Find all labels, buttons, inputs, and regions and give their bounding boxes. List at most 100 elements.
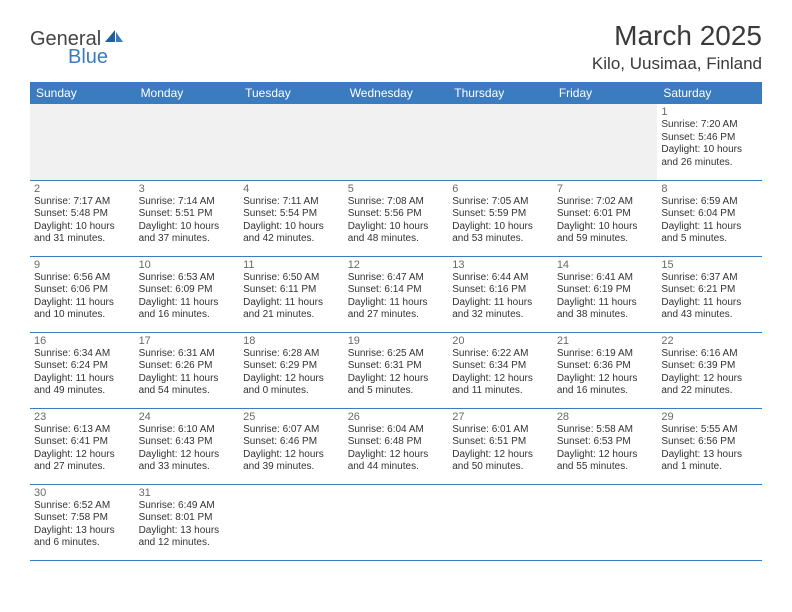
day-number: 1 — [661, 106, 758, 118]
day-d1: Daylight: 12 hours — [139, 449, 236, 462]
week-row: 23Sunrise: 6:13 AMSunset: 6:41 PMDayligh… — [30, 408, 762, 484]
day-ss: Sunset: 6:53 PM — [557, 436, 654, 449]
day-number: 25 — [243, 411, 340, 423]
day-d2: and 27 minutes. — [34, 461, 131, 474]
day-cell: 30Sunrise: 6:52 AMSunset: 7:58 PMDayligh… — [30, 484, 135, 560]
day-sr: Sunrise: 6:25 AM — [348, 348, 445, 361]
day-ss: Sunset: 6:19 PM — [557, 284, 654, 297]
day-d1: Daylight: 11 hours — [139, 373, 236, 386]
day-number: 3 — [139, 183, 236, 195]
day-d1: Daylight: 12 hours — [34, 449, 131, 462]
calendar-body: 1Sunrise: 7:20 AMSunset: 5:46 PMDaylight… — [30, 104, 762, 560]
day-ss: Sunset: 7:58 PM — [34, 512, 131, 525]
day-d1: Daylight: 10 hours — [243, 221, 340, 234]
day-d1: Daylight: 10 hours — [348, 221, 445, 234]
day-cell: 29Sunrise: 5:55 AMSunset: 6:56 PMDayligh… — [657, 408, 762, 484]
day-sr: Sunrise: 6:31 AM — [139, 348, 236, 361]
day-d2: and 16 minutes. — [139, 309, 236, 322]
day-number: 28 — [557, 411, 654, 423]
day-d2: and 1 minute. — [661, 461, 758, 474]
day-number: 26 — [348, 411, 445, 423]
day-cell: 11Sunrise: 6:50 AMSunset: 6:11 PMDayligh… — [239, 256, 344, 332]
day-number: 31 — [139, 487, 236, 499]
day-d2: and 44 minutes. — [348, 461, 445, 474]
day-cell: 24Sunrise: 6:10 AMSunset: 6:43 PMDayligh… — [135, 408, 240, 484]
day-d1: Daylight: 11 hours — [34, 297, 131, 310]
location: Kilo, Uusimaa, Finland — [592, 54, 762, 74]
day-ss: Sunset: 6:51 PM — [452, 436, 549, 449]
day-sr: Sunrise: 7:11 AM — [243, 196, 340, 209]
day-d1: Daylight: 10 hours — [661, 144, 758, 157]
day-cell — [135, 104, 240, 180]
month-title: March 2025 — [592, 20, 762, 52]
day-d1: Daylight: 12 hours — [661, 373, 758, 386]
day-sr: Sunrise: 6:37 AM — [661, 272, 758, 285]
day-number: 13 — [452, 259, 549, 271]
day-cell: 19Sunrise: 6:25 AMSunset: 6:31 PMDayligh… — [344, 332, 449, 408]
col-sunday: Sunday — [30, 82, 135, 104]
day-number: 4 — [243, 183, 340, 195]
day-number: 30 — [34, 487, 131, 499]
day-d1: Daylight: 12 hours — [243, 373, 340, 386]
day-d1: Daylight: 12 hours — [452, 449, 549, 462]
day-number: 15 — [661, 259, 758, 271]
day-cell — [553, 484, 658, 560]
day-cell: 7Sunrise: 7:02 AMSunset: 6:01 PMDaylight… — [553, 180, 658, 256]
day-cell: 5Sunrise: 7:08 AMSunset: 5:56 PMDaylight… — [344, 180, 449, 256]
day-number: 7 — [557, 183, 654, 195]
day-d1: Daylight: 13 hours — [139, 525, 236, 538]
day-header-row: Sunday Monday Tuesday Wednesday Thursday… — [30, 82, 762, 104]
day-cell — [553, 104, 658, 180]
day-d2: and 43 minutes. — [661, 309, 758, 322]
col-saturday: Saturday — [657, 82, 762, 104]
day-cell: 16Sunrise: 6:34 AMSunset: 6:24 PMDayligh… — [30, 332, 135, 408]
day-cell: 12Sunrise: 6:47 AMSunset: 6:14 PMDayligh… — [344, 256, 449, 332]
day-number: 6 — [452, 183, 549, 195]
day-cell: 17Sunrise: 6:31 AMSunset: 6:26 PMDayligh… — [135, 332, 240, 408]
day-cell — [448, 484, 553, 560]
day-ss: Sunset: 6:46 PM — [243, 436, 340, 449]
day-cell: 8Sunrise: 6:59 AMSunset: 6:04 PMDaylight… — [657, 180, 762, 256]
day-cell — [344, 484, 449, 560]
day-d2: and 55 minutes. — [557, 461, 654, 474]
day-cell: 2Sunrise: 7:17 AMSunset: 5:48 PMDaylight… — [30, 180, 135, 256]
day-cell: 3Sunrise: 7:14 AMSunset: 5:51 PMDaylight… — [135, 180, 240, 256]
day-number: 16 — [34, 335, 131, 347]
day-ss: Sunset: 6:21 PM — [661, 284, 758, 297]
day-sr: Sunrise: 6:50 AM — [243, 272, 340, 285]
day-ss: Sunset: 6:01 PM — [557, 208, 654, 221]
day-number: 5 — [348, 183, 445, 195]
day-d2: and 32 minutes. — [452, 309, 549, 322]
day-sr: Sunrise: 6:47 AM — [348, 272, 445, 285]
week-row: 1Sunrise: 7:20 AMSunset: 5:46 PMDaylight… — [30, 104, 762, 180]
day-d1: Daylight: 11 hours — [661, 221, 758, 234]
day-cell: 15Sunrise: 6:37 AMSunset: 6:21 PMDayligh… — [657, 256, 762, 332]
day-sr: Sunrise: 6:04 AM — [348, 424, 445, 437]
day-d2: and 16 minutes. — [557, 385, 654, 398]
day-cell: 27Sunrise: 6:01 AMSunset: 6:51 PMDayligh… — [448, 408, 553, 484]
day-ss: Sunset: 6:24 PM — [34, 360, 131, 373]
col-wednesday: Wednesday — [344, 82, 449, 104]
day-ss: Sunset: 5:56 PM — [348, 208, 445, 221]
day-ss: Sunset: 5:59 PM — [452, 208, 549, 221]
day-number: 2 — [34, 183, 131, 195]
day-d2: and 5 minutes. — [348, 385, 445, 398]
day-d1: Daylight: 12 hours — [348, 449, 445, 462]
day-d1: Daylight: 11 hours — [34, 373, 131, 386]
day-cell — [239, 104, 344, 180]
brand-name-part2: Blue — [68, 46, 108, 69]
day-cell: 25Sunrise: 6:07 AMSunset: 6:46 PMDayligh… — [239, 408, 344, 484]
day-sr: Sunrise: 6:34 AM — [34, 348, 131, 361]
day-sr: Sunrise: 6:56 AM — [34, 272, 131, 285]
day-number: 18 — [243, 335, 340, 347]
day-d2: and 21 minutes. — [243, 309, 340, 322]
day-number: 9 — [34, 259, 131, 271]
day-sr: Sunrise: 6:59 AM — [661, 196, 758, 209]
day-sr: Sunrise: 6:19 AM — [557, 348, 654, 361]
day-d1: Daylight: 11 hours — [139, 297, 236, 310]
day-d2: and 38 minutes. — [557, 309, 654, 322]
day-cell: 14Sunrise: 6:41 AMSunset: 6:19 PMDayligh… — [553, 256, 658, 332]
col-thursday: Thursday — [448, 82, 553, 104]
day-cell: 31Sunrise: 6:49 AMSunset: 8:01 PMDayligh… — [135, 484, 240, 560]
day-number: 23 — [34, 411, 131, 423]
